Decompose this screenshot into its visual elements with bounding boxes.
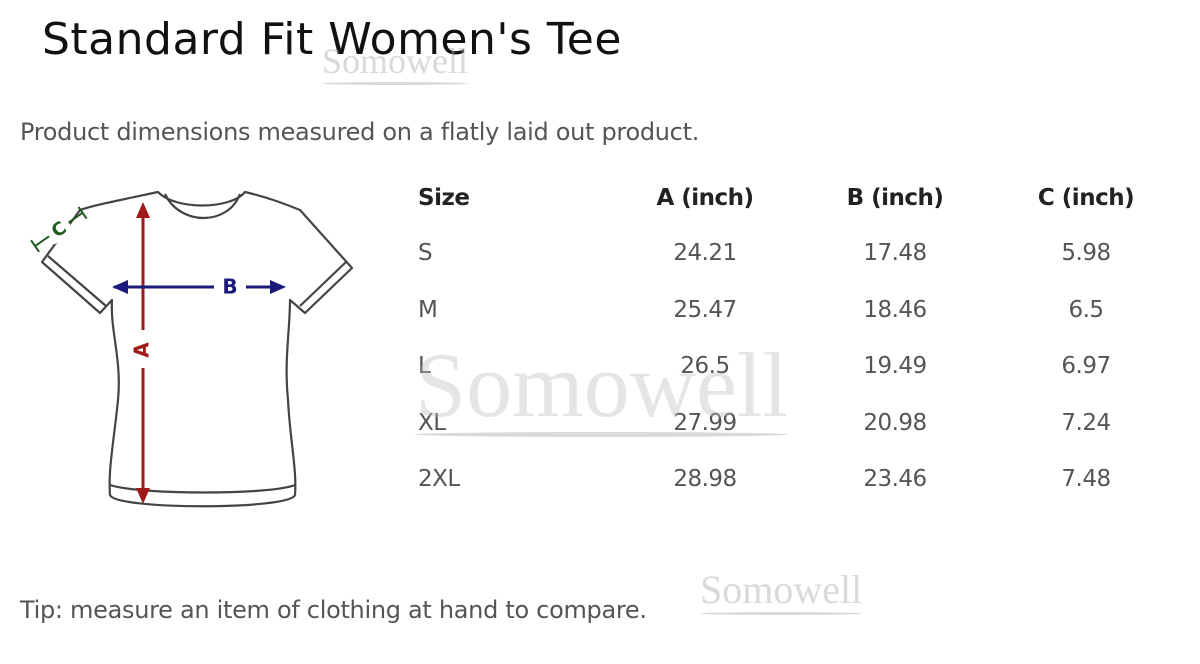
- cell-size: M: [418, 296, 438, 323]
- subtitle: Product dimensions measured on a flatly …: [20, 118, 700, 146]
- cell-a: 25.47: [673, 296, 737, 323]
- header-c: C (inch): [1037, 185, 1135, 211]
- cell-a: 27.99: [673, 409, 737, 436]
- bottom-hem: [109, 483, 296, 494]
- cell-a: 28.98: [673, 466, 737, 492]
- cell-c: 7.24: [1061, 409, 1111, 436]
- cell-b: 18.46: [863, 296, 927, 323]
- cell-b: 20.98: [863, 409, 927, 436]
- cell-size: XL: [418, 409, 446, 436]
- tip-text: Tip: measure an item of clothing at hand…: [20, 596, 647, 624]
- label-a: A: [130, 342, 154, 358]
- cell-b: 23.46: [863, 466, 927, 492]
- cell-c: 5.98: [1061, 240, 1111, 266]
- shirt-outline: [40, 190, 354, 508]
- page-title: Standard Fit Women's Tee: [42, 14, 622, 65]
- header-a: A (inch): [656, 185, 754, 211]
- cell-a: 26.5: [680, 353, 730, 379]
- measure-a: A: [130, 202, 154, 504]
- measure-b: B: [112, 275, 286, 299]
- cell-size: S: [418, 240, 433, 266]
- tshirt-diagram: A B C: [30, 190, 354, 508]
- collar: [164, 193, 242, 219]
- watermark: Somowell: [700, 566, 863, 615]
- sleeve-hem-left: [47, 255, 107, 307]
- cell-b: 17.48: [863, 240, 927, 266]
- cell-c: 7.48: [1061, 466, 1111, 492]
- label-b: B: [222, 275, 237, 299]
- sleeve-hem-right: [299, 261, 347, 307]
- cell-size: L: [418, 353, 431, 379]
- cell-c: 6.97: [1061, 353, 1111, 379]
- measure-c: C: [30, 206, 88, 253]
- cell-b: 19.49: [863, 353, 927, 379]
- header-b: B (inch): [846, 185, 944, 211]
- cell-size: 2XL: [418, 466, 460, 492]
- header-size: Size: [418, 185, 470, 211]
- cell-c: 6.5: [1068, 296, 1104, 323]
- cell-a: 24.21: [673, 240, 737, 266]
